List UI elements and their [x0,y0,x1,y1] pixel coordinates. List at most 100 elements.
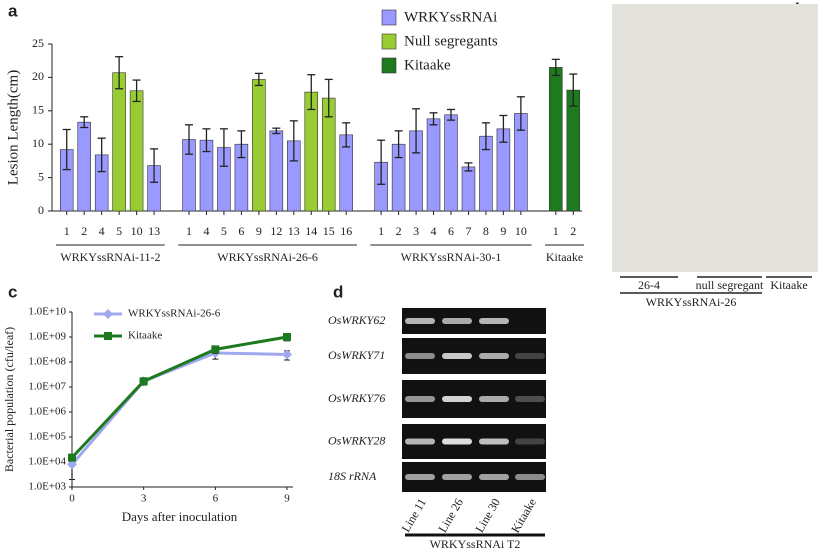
y-tick-label: 0 [38,203,44,217]
gene-label: 18S rRNA [328,469,377,483]
bar [112,72,126,212]
x-tick-label: 6 [213,493,219,505]
band [442,353,472,359]
error-bar [324,78,333,118]
line [70,351,288,466]
error-bar [377,139,386,185]
x-tick-label: 1 [186,224,192,238]
legend-marker [104,332,112,340]
x-tick-label: 6 [448,224,454,238]
gene-label: OsWRKY62 [328,313,385,327]
band [479,396,509,402]
x-tick-label: 2 [570,224,576,238]
gel-caption: WRKYssRNAi T2 [430,537,521,551]
y-axis-label: Bacterial population (cfu/leaf) [2,327,16,472]
error-bar [132,79,141,103]
x-tick-label: 0 [69,493,75,505]
point [283,333,291,341]
error-bar [237,130,246,159]
x-tick-label: 9 [256,224,262,238]
photo-caption: WRKYssRNAi-26 [646,295,737,309]
error-bar [481,122,490,151]
legend-label: Kitaake [404,57,451,73]
x-tick-label: 7 [465,224,471,238]
error-bar [499,114,508,143]
photo-label: 26-4 [638,278,660,292]
x-tick-label: 3 [141,493,147,505]
error-bar [516,96,525,131]
x-tick-label: 4 [203,224,209,238]
bar [461,166,476,212]
legend-swatch [381,57,397,74]
x-tick-label: 9 [284,493,290,505]
y-tick-label: 1.0E+05 [28,431,66,443]
point [282,349,292,360]
point [68,453,76,462]
band [479,474,509,480]
x-tick-label: 5 [116,224,122,238]
error-bar [254,72,263,87]
y-tick-label: 1.0E+06 [28,406,66,418]
x-tick-label: 9 [500,224,506,238]
gene-label: OsWRKY28 [328,433,385,447]
error-bar [80,116,89,129]
band [515,438,545,445]
bar [444,114,458,212]
band [442,474,472,480]
legend-label: Kitaake [128,330,162,342]
x-tick-label: 10 [515,224,527,238]
y-tick-label: 10 [32,136,44,150]
band [442,318,472,324]
group-label: WRKYssRNAi-26-6 [217,250,318,264]
gene-label: OsWRKY71 [328,348,385,362]
x-tick-label: 1 [378,224,384,238]
panel-label: a [8,1,18,20]
legend-label: Null segregants [404,33,498,49]
bar [269,130,284,212]
x-tick-label: 8 [483,224,489,238]
error-bar [464,162,473,172]
x-tick-label: 14 [305,224,317,238]
x-tick-label: 10 [131,224,143,238]
band [515,396,545,402]
error-bar [219,128,228,167]
panel-label: d [333,282,343,301]
point [67,459,77,470]
group-label: WRKYssRNAi-30-1 [401,250,502,264]
error-bar [150,148,159,183]
x-tick-label: 6 [238,224,244,238]
bar [426,118,441,212]
legend-label: WRKYssRNAi [404,9,497,25]
legend-marker [103,309,113,319]
lane-label: Line 11 [399,496,429,535]
band [442,396,472,402]
error-bar [429,112,438,126]
error-bar [115,56,124,90]
x-tick-label: 13 [148,224,160,238]
gene-label: OsWRKY76 [328,391,385,405]
error-bar [62,128,71,171]
y-tick-label: 25 [32,36,44,50]
error-bar [394,130,403,159]
photo-label: null segregant [696,278,764,292]
legend-label: WRKYssRNAi-26-6 [128,308,221,320]
band [515,353,545,359]
group-label: Kitaake [546,250,583,264]
group-label: WRKYssRNAi-11-2 [60,250,160,264]
lane-label: Kitaake [508,496,539,535]
x-tick-label: 16 [340,224,352,238]
panel-label: c [8,282,17,301]
y-tick-label: 1.0E+09 [28,331,66,343]
photo-label: Kitaake [770,278,807,292]
error-bar [412,108,421,154]
x-tick-label: 5 [221,224,227,238]
point [139,377,148,386]
legend-swatch [381,33,397,50]
band [405,396,435,402]
band [442,438,472,445]
band [479,318,509,324]
x-tick-label: 1 [553,224,559,238]
band [405,353,435,359]
bar [566,89,581,212]
